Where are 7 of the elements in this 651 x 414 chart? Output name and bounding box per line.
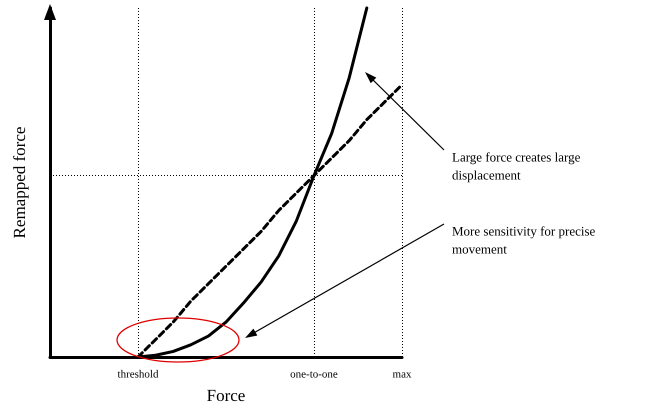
x-tick-label: max — [392, 368, 412, 380]
text: Large force creates large displacement — [452, 150, 584, 182]
x-tick-label: one-to-one — [290, 368, 338, 380]
x-axis-title: Force — [206, 386, 246, 405]
y-axis-title: Remapped force — [10, 126, 29, 238]
x-tick-label: threshold — [118, 368, 159, 380]
text: More sensitivity for precise movement — [452, 224, 599, 256]
